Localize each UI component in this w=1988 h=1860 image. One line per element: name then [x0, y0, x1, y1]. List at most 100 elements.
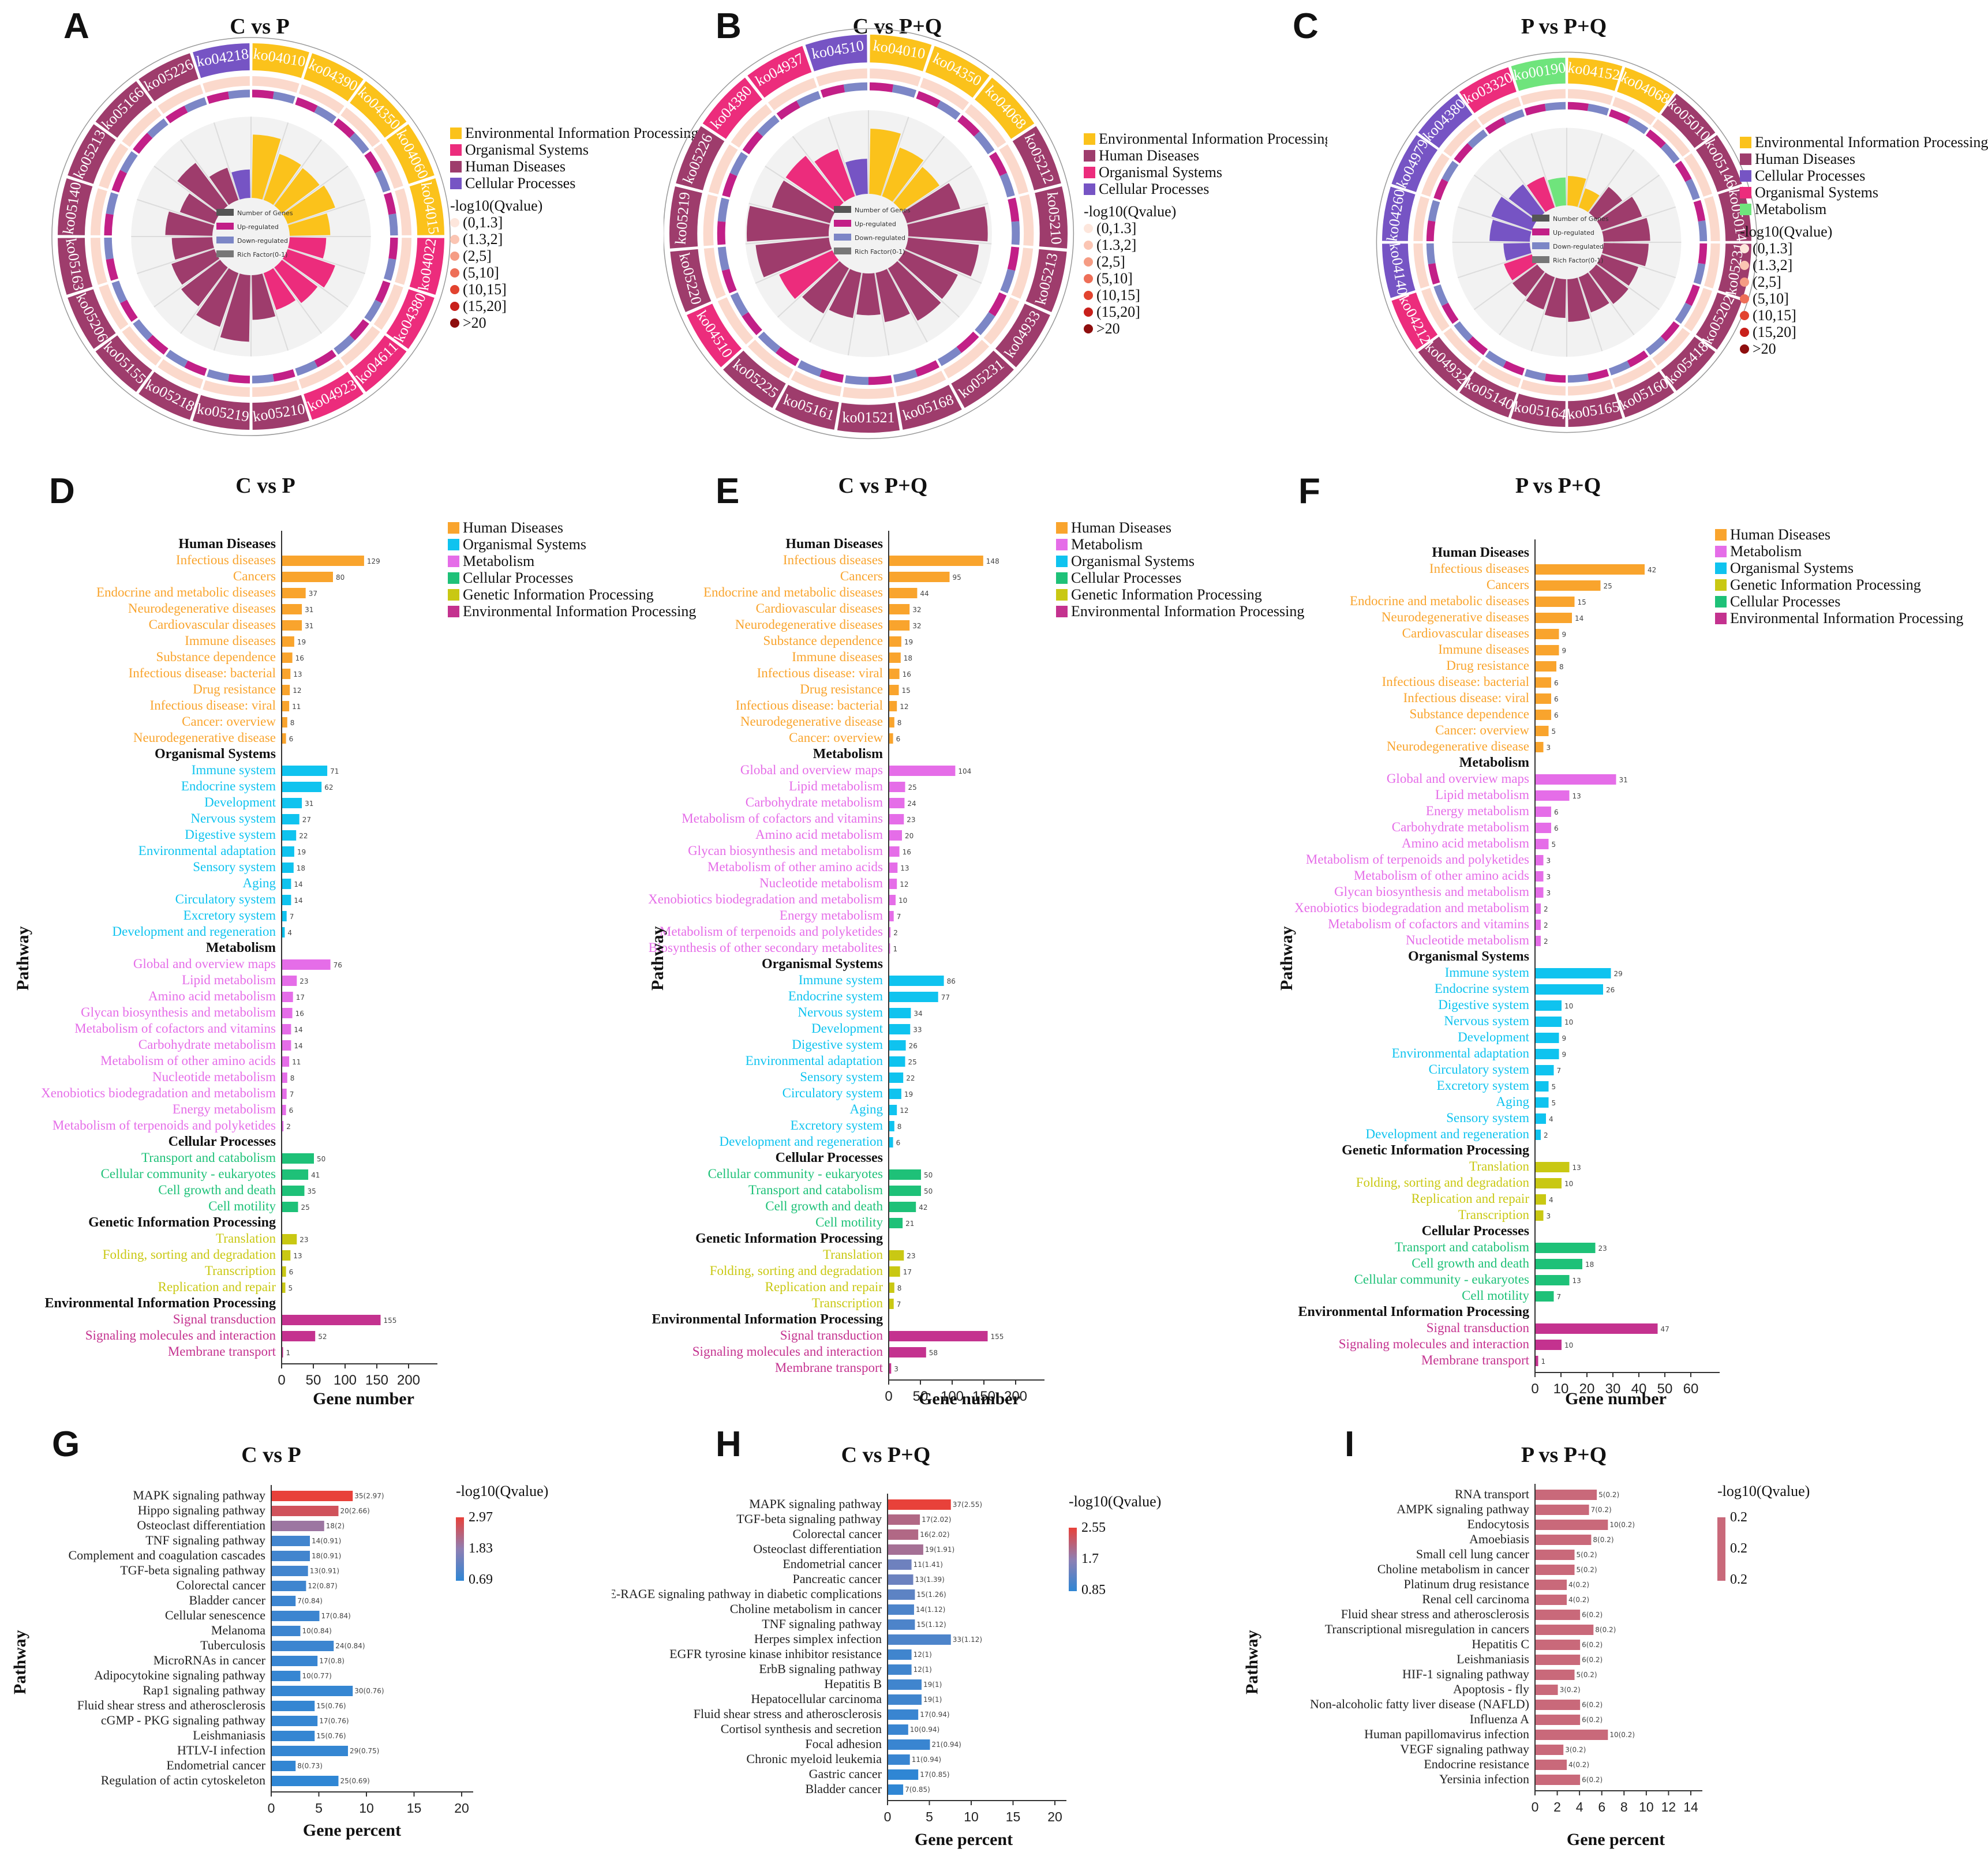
bar [272, 1776, 339, 1786]
bar [889, 652, 901, 663]
bar [1536, 710, 1551, 720]
legend-item: Cellular Processes [450, 175, 698, 192]
value-label: 16 [903, 670, 911, 678]
category-legend: Human Diseases Organismal Systems Metaboli… [448, 519, 696, 620]
bar [888, 1499, 951, 1510]
down-regulated-segment [1685, 178, 1700, 201]
down-regulated-segment [295, 360, 318, 376]
value-label: 10 [1564, 1180, 1573, 1188]
value-label: 19 [297, 848, 306, 856]
value-label: 32 [912, 606, 921, 614]
qvalue-bin: >20 [450, 314, 698, 331]
grid-line [874, 272, 890, 356]
value-label: 13(0.91) [310, 1567, 339, 1575]
rich-factor-bar [1544, 278, 1566, 318]
x-tick-label: 10 [1639, 1799, 1654, 1814]
group-header: Genetic Information Processing [695, 1231, 883, 1246]
qvalue-bin-label: >20 [463, 314, 486, 331]
up-regulated-segment [349, 319, 369, 341]
legend-swatch [450, 160, 462, 172]
pathway-label: Endocrine and metabolic diseases [96, 585, 276, 599]
bar [1536, 1210, 1544, 1221]
pathway-label: Transport and catabolism [141, 1150, 276, 1165]
qvalue-ring-segment [252, 380, 299, 397]
qvalue-ring-segment [1413, 243, 1430, 289]
legend-item: Environmental Information Processing [448, 603, 696, 620]
y-axis-label: Pathway [1277, 926, 1296, 991]
qvalue-ring-segment [1652, 119, 1690, 157]
grid-line [1499, 149, 1546, 213]
bar [282, 701, 290, 711]
percent-chart-panel-h: H C vs P+Q MAPK signaling pathway 37(2.55… [612, 1419, 1275, 1860]
up-regulated-segment [1485, 117, 1507, 134]
pathway-label: Sensory system [193, 860, 276, 874]
bar [888, 1529, 919, 1540]
value-label: 12 [900, 1107, 908, 1115]
value-label: 19(1) [923, 1696, 942, 1704]
value-label: 4(0.2) [1568, 1581, 1589, 1589]
pathway-label: Cardiovascular diseases [149, 617, 276, 632]
x-tick-label: 0 [885, 1389, 892, 1404]
grid-line [273, 139, 322, 206]
pathway-label: AMPK signaling pathway [1397, 1502, 1529, 1516]
value-label: 14 [1575, 614, 1583, 622]
category-legend: Environmental Information Processing Huma… [1084, 130, 1327, 337]
down-regulated-segment [796, 91, 821, 108]
qvalue-bin-label: (10,15] [463, 281, 507, 298]
rich-factor-bar [1602, 243, 1649, 267]
qvalue-bin-label: (1.3,2] [1096, 237, 1137, 253]
pathway-label: Glycan biosynthesis and metabolism [81, 1005, 276, 1019]
bar [889, 830, 902, 841]
legend-label: Metabolism [1071, 536, 1143, 553]
group-header: Organismal Systems [1408, 949, 1529, 964]
rich-factor-bar [829, 269, 862, 318]
pathway-id-ring-segment [1459, 371, 1517, 418]
x-tick-label: 6 [1598, 1799, 1605, 1814]
legend-swatch [448, 555, 459, 567]
pathway-label: Aging [1496, 1094, 1530, 1109]
group-header: Cellular Processes [776, 1150, 883, 1165]
pathway-label: Cellular community - eukaryotes [1354, 1272, 1529, 1287]
pathway-label: Cell motility [1462, 1288, 1529, 1303]
grid-line [1577, 277, 1603, 351]
value-label: 9 [1562, 1034, 1567, 1042]
rich-factor-bar [746, 205, 830, 242]
value-label: 6 [289, 735, 294, 743]
value-label: 10(0.77) [302, 1672, 332, 1680]
pathway-label: Digestive system [792, 1037, 883, 1052]
value-label: 50 [317, 1155, 325, 1163]
bar [1536, 1000, 1562, 1011]
pathway-label: Nervous system [1444, 1014, 1529, 1028]
value-label: 16 [903, 848, 911, 856]
legend-label: Organismal Systems [465, 141, 589, 158]
qvalue-bin: (15,20] [1084, 303, 1327, 320]
legend-swatch [1084, 166, 1095, 178]
up-regulated-segment [272, 369, 295, 382]
down-regulated-segment [1503, 109, 1525, 124]
bar [272, 1491, 353, 1501]
pathway-id-ring-segment [1382, 186, 1416, 241]
grid-line [213, 122, 240, 200]
down-regulated-segment [207, 369, 230, 382]
x-tick-label: 12 [1661, 1799, 1676, 1814]
value-label: 7 [1557, 1067, 1562, 1075]
value-label: 31 [305, 800, 313, 808]
bar [1536, 677, 1551, 688]
pathway-label: Xenobiotics biodegradation and metabolis… [41, 1086, 276, 1100]
qvalue-mid: 1.7 [1081, 1551, 1099, 1566]
pathway-label: Cardiovascular diseases [1402, 626, 1529, 640]
bar [282, 636, 294, 647]
bar [889, 1218, 903, 1228]
bar [889, 1299, 894, 1309]
panel-letter: I [1345, 1424, 1355, 1464]
pathway-label: Development [811, 1021, 883, 1036]
value-label: 58 [929, 1349, 938, 1357]
bar [1536, 1323, 1658, 1334]
value-label: 13 [1573, 1164, 1581, 1172]
pathway-label: Transport and catabolism [748, 1183, 883, 1197]
up-regulated-segment [314, 350, 336, 367]
value-label: 5(0.2) [1598, 1491, 1619, 1499]
pathway-label: Chronic myeloid leukemia [746, 1752, 882, 1766]
circular-plot-panel-a: A C vs P ko04010 ko04390 ko04350 ko04060 ko0… [0, 0, 721, 444]
qvalue-ring-segment [1421, 153, 1450, 197]
